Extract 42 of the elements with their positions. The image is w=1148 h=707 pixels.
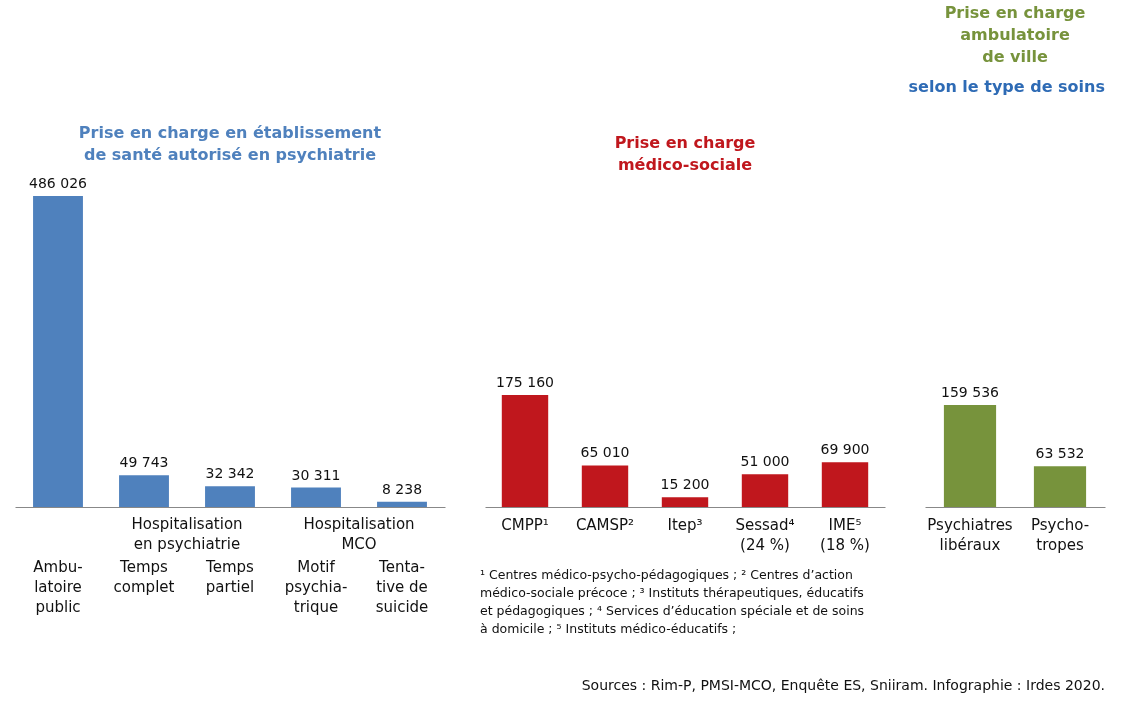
data-label: 69 900 [820, 441, 870, 458]
source-note: Sources : Rim-P, PMSI-MCO, Enquête ES, Sniiram. Infographie : Irdes 2020. [581, 677, 1105, 693]
bar [661, 497, 709, 507]
bar [33, 195, 83, 507]
x-tick-label: Temps complet [113, 557, 175, 596]
data-label: 15 200 [660, 476, 710, 493]
text: selon le type de soins [908, 77, 1105, 96]
data-label: 65 010 [580, 444, 630, 461]
data-label: 486 026 [29, 174, 88, 191]
bar [501, 394, 549, 507]
x-tick-label: Tenta- tive de suicide [375, 557, 429, 616]
text: Hospitalisation MCO [303, 515, 415, 553]
bar [377, 501, 427, 507]
chart-title: Prise en charge ambulatoire de ville [944, 3, 1086, 66]
x-tick-label: IME⁵ (18 %) [820, 515, 870, 554]
data-label: 175 160 [496, 373, 554, 390]
data-label: 159 536 [941, 383, 1000, 400]
x-tick-label: CAMSP² [575, 515, 635, 534]
data-label: 49 743 [119, 454, 169, 471]
x-tick-label: Psycho- tropes [1030, 515, 1090, 554]
x-tick-label: Psychiatres libéraux [927, 515, 1013, 554]
x-tick-label: Temps partiel [205, 557, 255, 596]
bar [581, 465, 629, 507]
x-tick-label: Ambu- latoire public [33, 557, 83, 616]
data-label: 51 000 [740, 453, 790, 470]
x-tick-label: CMPP¹ [501, 515, 549, 534]
bar [119, 475, 169, 507]
data-label: 8 238 [381, 480, 423, 497]
bar [291, 487, 341, 507]
bar [821, 462, 869, 507]
text: Hospitalisation en psychiatrie [131, 515, 243, 553]
data-label: 30 311 [291, 466, 341, 483]
bar [741, 474, 789, 507]
data-label: 32 342 [205, 465, 255, 482]
data-label: 63 532 [1035, 445, 1085, 462]
bar [205, 486, 255, 507]
x-tick-label: Itep³ [667, 515, 703, 534]
x-tick-label: Sessad⁴ (24 %) [735, 515, 795, 554]
text: ¹ Centres médico-psycho-pédagogiques ; ² Centres d’action médico-sociale précoce ; ³ Instituts thérapeutiques, éducatifs et pédagogiques ; ⁴ Services d’éducation spéciale et de soins à domicile ; ⁵ Instituts médico-éducatifs ; [480, 567, 865, 636]
x-tick-label: Motif psychia- trique [284, 557, 348, 616]
chart-title: Prise en charge en établissement de santé autorisé en psychiatrie [78, 122, 382, 164]
chart-title: Prise en charge médico-sociale [614, 133, 756, 174]
